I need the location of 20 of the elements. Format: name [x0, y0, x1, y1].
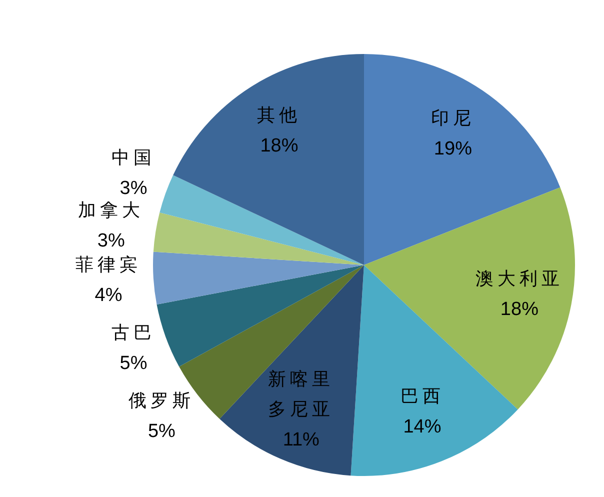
slice-label: 澳大利亚 — [475, 268, 564, 288]
data-label: 5% — [120, 353, 148, 374]
slice-label: 古巴 — [111, 322, 156, 343]
data-label: 3% — [120, 178, 148, 200]
slice-label: 俄罗斯 — [128, 390, 195, 411]
data-label: 18% — [260, 136, 298, 157]
data-label: 18% — [500, 298, 539, 320]
data-label: 4% — [94, 284, 122, 306]
slice-label: 印尼 — [430, 108, 475, 128]
data-label: 5% — [148, 421, 176, 442]
data-label: 19% — [434, 138, 472, 160]
slice-label: 新喀里多尼亚 — [268, 368, 334, 419]
slice-label: 中国 — [111, 148, 156, 168]
data-label: 14% — [403, 416, 442, 438]
slice-label: 加拿大 — [78, 200, 144, 220]
slice-label: 其他 — [257, 105, 302, 126]
slice-label: 菲律宾 — [76, 254, 142, 274]
data-label: 11% — [282, 429, 320, 450]
slice-label: 巴西 — [400, 386, 444, 406]
data-label: 3% — [97, 230, 125, 252]
